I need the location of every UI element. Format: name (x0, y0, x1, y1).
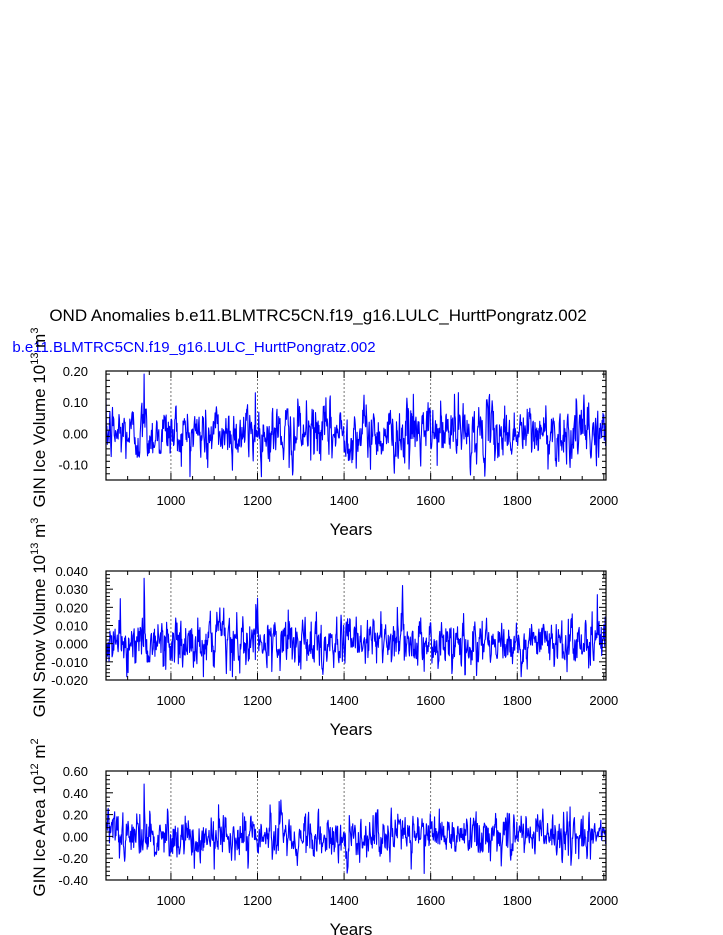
plot-frame (105, 370, 607, 481)
y-tick-label: 0.00 (63, 426, 88, 441)
x-tick-label: 1400 (330, 693, 359, 708)
x-tick-label: 1000 (156, 693, 185, 708)
panel-3: 1000 1200 1400 1600 1800 2000 -0.40 -0.20 0.00 0.… (29, 738, 618, 935)
x-tick-label: 1200 (243, 893, 272, 908)
x-tick-label: 1000 (156, 893, 185, 908)
y-tick-label: 0.020 (55, 600, 88, 615)
series-line (105, 783, 607, 875)
y-tick-label: -0.20 (58, 851, 88, 866)
x-tick-label: 1400 (330, 493, 359, 508)
y-axis-label: GIN Ice Area 1012 m2 (29, 738, 49, 896)
y-tick-label: -0.10 (58, 457, 88, 472)
legend-label: b.e11.BLMTRC5CN.f19_g16.LULC_HurttPongra… (12, 339, 375, 356)
y-tick-label: 0.000 (55, 637, 88, 652)
x-tick-label: 1200 (243, 693, 272, 708)
x-tick-label: 1600 (416, 893, 445, 908)
x-tick-label: 2000 (589, 893, 618, 908)
x-tick-label: 2000 (589, 693, 618, 708)
y-tick-label: -0.40 (58, 873, 88, 888)
series-line (105, 577, 607, 678)
panels: 1000 1200 1400 1600 1800 2000 -0.10 0.00 0.10 0.2… (29, 328, 618, 935)
x-axis-label: Years (330, 920, 373, 935)
y-tick-label: -0.010 (51, 655, 88, 670)
y-tick-label: 0.10 (63, 395, 88, 410)
y-axis-label: GIN Ice Volume 1013 m3 (29, 328, 49, 508)
x-axis-label: Years (330, 520, 373, 539)
y-tick-label: 0.030 (55, 582, 88, 597)
x-tick-label: 1000 (156, 493, 185, 508)
x-tick-label: 1800 (503, 493, 532, 508)
x-tick-label: 1800 (503, 693, 532, 708)
y-tick-label: 0.40 (63, 786, 88, 801)
y-tick-label: -0.020 (51, 673, 88, 688)
panel-1: 1000 1200 1400 1600 1800 2000 -0.10 0.00 0.10 0.2… (29, 328, 618, 539)
plot-frame (105, 770, 607, 881)
x-tick-label: 1400 (330, 893, 359, 908)
series-line (105, 373, 607, 478)
y-tick-label: 0.20 (63, 808, 88, 823)
figure-title: OND Anomalies b.e11.BLMTRC5CN.f19_g16.LU… (49, 306, 586, 325)
y-axis-label: GIN Snow Volume 1013 m3 (29, 518, 49, 718)
y-tick-label: 0.010 (55, 619, 88, 634)
x-tick-label: 1600 (416, 493, 445, 508)
panel-2: 1000 1200 1400 1600 1800 2000 -0.020 -0.010 0.00… (29, 518, 618, 739)
x-tick-label: 2000 (589, 493, 618, 508)
x-axis-label: Years (330, 720, 373, 739)
x-tick-label: 1800 (503, 893, 532, 908)
y-tick-label: 0.040 (55, 564, 88, 579)
y-tick-label: 0.20 (63, 364, 88, 379)
y-tick-label: 0.00 (63, 829, 88, 844)
y-tick-label: 0.60 (63, 764, 88, 779)
x-tick-label: 1200 (243, 493, 272, 508)
x-tick-label: 1600 (416, 693, 445, 708)
